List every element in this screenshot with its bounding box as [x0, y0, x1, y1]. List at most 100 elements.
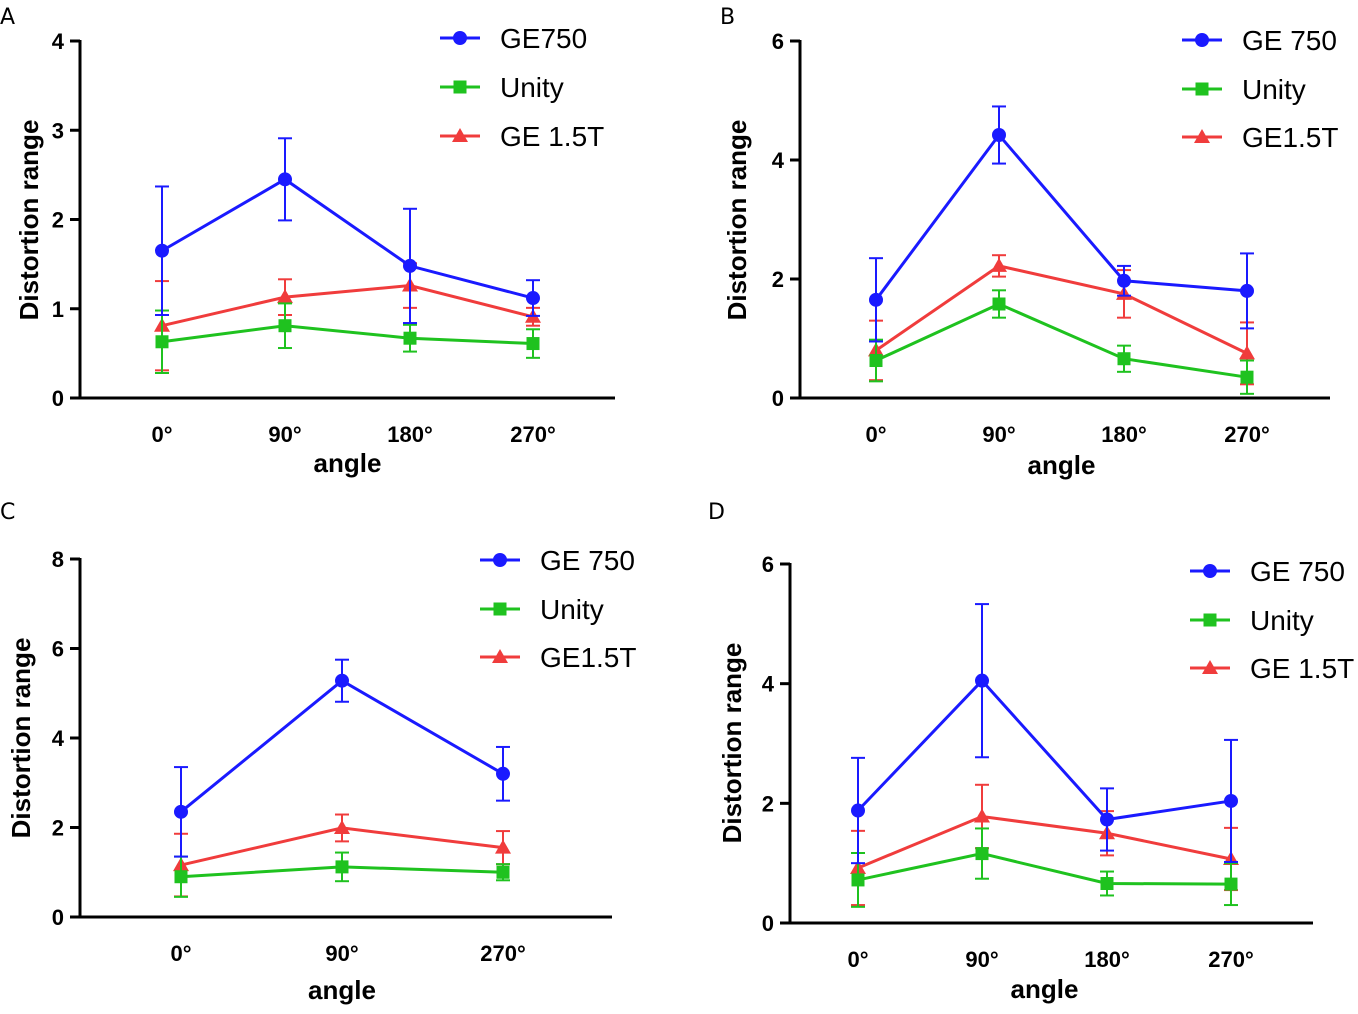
- panel-a-unity-line: [161, 324, 534, 346]
- panel-b-y-tick-label: 4: [772, 148, 785, 173]
- panel-b-y-tick-label: 6: [772, 29, 784, 54]
- panel-d-ge-750-line: [856, 678, 1232, 822]
- panel-a-ge750-point: [155, 243, 169, 258]
- panel-d-series-unity: [851, 827, 1238, 908]
- panel-d-x-tick-label: 0°: [847, 947, 868, 972]
- panel-c-legend-label-ge1-5t: GE1.5T: [540, 642, 636, 673]
- panel-c-ge-750-point: [174, 804, 188, 819]
- panel-b-legend-label-ge1-5t: GE1.5T: [1242, 122, 1338, 153]
- panel-c-ge1-5t-point: [334, 819, 350, 834]
- panel-b-legend-label-ge-750: GE 750: [1242, 25, 1337, 56]
- panel-d-legend-marker-ge-1-5t: [1202, 660, 1218, 674]
- panel-c: C 0 2 4 6 8 0° 90° 270° Distortion range GE 750 Uni…: [0, 500, 636, 966]
- panel-a-series-ge-1-5t: [154, 262, 541, 372]
- panel-b-legend-marker-ge1-5t: [1194, 129, 1210, 143]
- panel-c-unity-point: [174, 870, 188, 884]
- panel-b: B 0 2 4 6 0° 90° 180° 270° Distortion range angle G…: [720, 5, 1338, 480]
- panel-b-unity-point: [1117, 352, 1131, 366]
- panel-a-legend-label-unity: Unity: [500, 72, 564, 103]
- panel-c-legend-label-unity: Unity: [540, 594, 604, 625]
- panel-c-y-axis-title: Distortion range: [6, 638, 36, 839]
- panel-a-x-tick-label: 180°: [387, 422, 433, 447]
- panel-c-unity-point: [335, 860, 349, 874]
- panel-b-x-tick-label: 270°: [1224, 422, 1270, 447]
- panel-a-x-tick-label: 0°: [151, 422, 172, 447]
- panel-c-legend-marker-unity: [493, 602, 507, 616]
- panel-d-series-ge-1-5t: [850, 783, 1239, 907]
- panel-a-ge-1-5t-point: [277, 289, 293, 304]
- panel-d-unity-point: [975, 847, 989, 861]
- panel-b-ge1-5t-line: [875, 264, 1248, 355]
- panel-b-ge1-5t-point: [1239, 345, 1255, 360]
- panel-a-ge750-point: [278, 172, 292, 187]
- panel-b-series-ge1-5t: [868, 254, 1255, 386]
- panel-a-y-tick-label: 0: [52, 386, 64, 411]
- panel-a-x-tick-label: 270°: [510, 422, 556, 447]
- panel-b-series-ge-750: [869, 105, 1254, 343]
- panel-b-unity-point: [1240, 370, 1254, 384]
- panel-d-ge-1-5t-point: [974, 808, 990, 823]
- panel-d-unity-point: [1224, 877, 1238, 891]
- panel-b-unity-point: [869, 354, 883, 368]
- panel-c-legend-marker-ge-750: [493, 553, 507, 567]
- panel-d-x-axis-title: angle: [1011, 974, 1079, 1004]
- panel-c-ge1-5t-point: [495, 839, 511, 854]
- panel-a-legend-marker-ge-1-5t: [452, 128, 468, 142]
- panel-c-x-axis-title: angle: [308, 975, 376, 1005]
- panel-c-series-unity: [174, 851, 510, 898]
- panel-a-unity-point: [403, 331, 417, 345]
- panel-a-ge750-point: [403, 258, 417, 273]
- panel-c-ge-750-point: [335, 673, 349, 688]
- panel-d-legend-label-unity: Unity: [1250, 605, 1314, 636]
- panel-d-legend-label-ge-1-5t: GE 1.5T: [1250, 653, 1354, 684]
- panel-a-y-tick-label: 2: [52, 208, 64, 233]
- panel-c-series-ge-750: [174, 658, 510, 858]
- panel-b-unity-point: [992, 297, 1006, 311]
- panel-b-ge-750-point: [1240, 283, 1254, 298]
- panel-b-unity-line: [875, 302, 1248, 379]
- panel-c-letter: C: [0, 500, 15, 525]
- panel-a-letter: A: [0, 5, 15, 30]
- panel-d-letter: D: [708, 500, 725, 525]
- panel-d-ge-750-point: [975, 673, 989, 688]
- panel-c-y-tick-label: 2: [52, 816, 64, 841]
- panel-d-ge-750-point: [1100, 812, 1114, 827]
- panel-d-legend-label-ge-750: GE 750: [1250, 556, 1345, 587]
- panel-a-x-axis-title: angle: [314, 448, 382, 478]
- panel-a-ge750-line: [161, 177, 534, 300]
- panel-b-ge-750-line: [874, 132, 1248, 301]
- panel-b-legend-marker-ge-750: [1195, 33, 1209, 47]
- panel-d-y-axis-title: Distortion range: [717, 643, 747, 844]
- panel-d-ge-750-point: [851, 803, 865, 818]
- panel-d: D 0 2 4 6 0° 90° 180° 270° Distortion range angle G…: [708, 500, 1354, 1004]
- panel-a-ge750-point: [526, 291, 540, 306]
- panel-c-y-tick-label: 0: [52, 905, 64, 930]
- panel-a-y-tick-label: 4: [52, 29, 65, 54]
- panel-a-series-ge750: [155, 137, 540, 325]
- panel-d-series-ge-750: [851, 603, 1238, 865]
- panel-d-x-tick-label: 180°: [1084, 947, 1130, 972]
- panel-d-ge-1-5t-line: [857, 814, 1232, 870]
- panel-d-y-tick-label: 2: [762, 791, 774, 816]
- panel-a-y-axis-title: Distortion range: [14, 120, 44, 321]
- panel-a-legend-label-ge750: GE750: [500, 23, 587, 54]
- panel-b-x-tick-label: 90°: [982, 422, 1015, 447]
- panel-b-x-axis-title: angle: [1028, 450, 1096, 480]
- panel-a-x-tick-label: 90°: [268, 422, 301, 447]
- panel-b-y-tick-label: 2: [772, 267, 784, 292]
- panel-b-ge1-5t-point: [991, 257, 1007, 272]
- panel-d-unity-point: [1100, 877, 1114, 891]
- panel-a-legend-marker-unity: [453, 80, 467, 94]
- panel-c-y-tick-label: 4: [52, 726, 65, 751]
- panel-c-ge-750-point: [496, 766, 510, 781]
- panel-b-ge-750-point: [1117, 273, 1131, 288]
- panel-d-legend-marker-ge-750: [1203, 564, 1217, 578]
- panel-c-unity-point: [496, 865, 510, 879]
- panel-b-y-axis-title: Distortion range: [722, 120, 752, 321]
- panel-a-legend-label-ge-1-5t: GE 1.5T: [500, 121, 604, 152]
- panel-c-x-tick-label: 0°: [170, 941, 191, 966]
- panel-d-unity-line: [857, 852, 1232, 886]
- panel-d-y-tick-label: 6: [762, 552, 774, 577]
- panel-b-y-tick-label: 0: [772, 386, 784, 411]
